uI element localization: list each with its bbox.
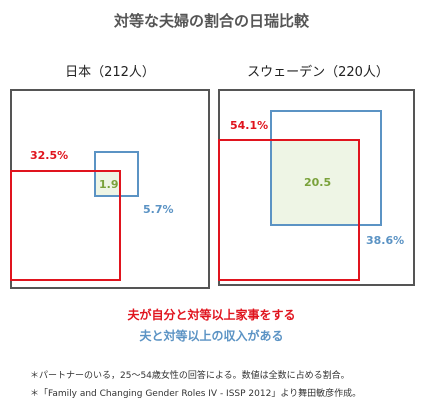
box-sweden-overlap [272,141,358,224]
panel-label-japan: 日本（212人） [65,65,155,80]
box-japan-housework [10,170,121,281]
value-sweden-income: 38.6% [366,234,405,247]
legend-housework: 夫が自分と対等以上家事をする [127,308,296,322]
box-japan-income [94,151,139,197]
box-sweden-housework [218,139,360,281]
panel-label-sweden: スウェーデン（220人） [247,65,389,80]
value-sweden-housework: 54.1% [230,119,269,132]
footnote-source: ＊「Family and Changing Gender Roles IV - … [30,389,362,399]
legend-income: 夫と対等以上の収入がある [139,329,284,343]
value-sweden-overlap: 20.5 [304,176,332,189]
footnote-sample: ＊パートナーのいる，25～54歳女性の回答による。数値は全数に占める割合。 [30,371,350,381]
box-japan-overlap [96,172,119,195]
value-japan-income: 5.7% [143,203,174,216]
value-japan-overlap: 1.9 [99,178,119,191]
chart-title: 対等な夫婦の割合の日瑞比較 [113,12,309,30]
box-sweden-income [270,110,382,226]
value-japan-housework: 32.5% [30,149,69,162]
